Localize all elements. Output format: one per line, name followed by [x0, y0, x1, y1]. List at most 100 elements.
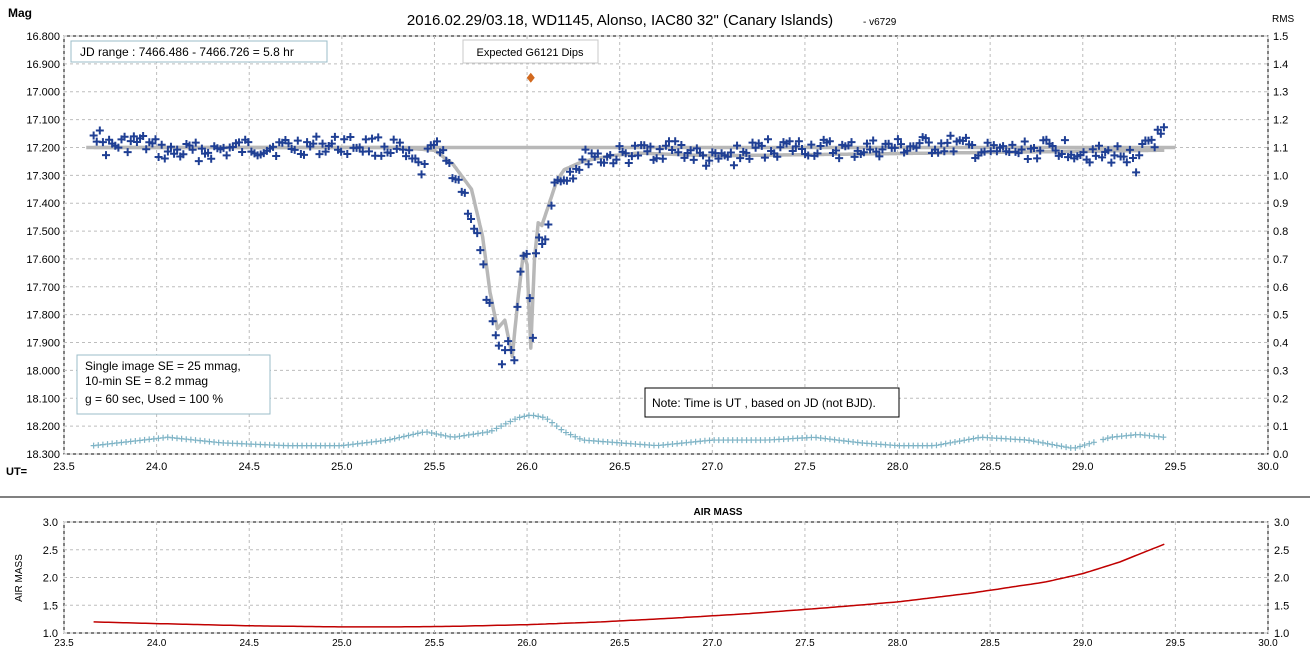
observation-point	[791, 142, 800, 151]
observation-series	[89, 123, 1168, 369]
observation-point	[832, 146, 841, 155]
observation-point	[309, 139, 318, 148]
main-y2-tick-label: 0.7	[1273, 254, 1288, 266]
rms-point	[1090, 439, 1097, 446]
observation-point	[674, 148, 683, 157]
rms-point	[1035, 439, 1042, 446]
observation-point	[1020, 137, 1029, 146]
airmass-x-tick-label: 29.5	[1166, 638, 1186, 649]
se-info-box: Single image SE = 25 mmag, 10-min SE = 8…	[76, 354, 271, 415]
observation-point	[402, 152, 411, 161]
main-x-tick-label: 29.5	[1165, 461, 1186, 473]
observation-point	[293, 136, 302, 145]
rms-point	[1100, 436, 1107, 443]
observation-point	[1057, 149, 1066, 158]
observation-point	[584, 160, 593, 169]
rms-point	[961, 437, 968, 444]
observation-point	[454, 175, 463, 184]
observation-point	[668, 146, 677, 155]
observation-point	[866, 145, 875, 154]
observation-point	[405, 146, 414, 155]
observation-point	[742, 148, 751, 157]
observation-point	[467, 214, 476, 223]
observation-point	[330, 132, 339, 141]
observation-point	[640, 141, 649, 150]
observation-point	[1150, 143, 1159, 152]
se-line-1: Single image SE = 25 mmag,	[85, 359, 241, 373]
main-x-tick-label: 25.5	[424, 461, 445, 473]
rms-point	[396, 434, 403, 441]
observation-point	[204, 148, 213, 157]
airmass-y2-tick-labels: 3.0 2.5 2.0 1.5 1.0	[1274, 517, 1289, 640]
observation-point	[634, 151, 643, 160]
observation-point	[1156, 129, 1165, 138]
rms-point	[1044, 440, 1051, 447]
main-y-tick-labels: 16.800 16.900 17.000 17.100 17.200 17.300 17.4…	[26, 31, 60, 461]
observation-point	[547, 201, 556, 210]
observation-point	[272, 151, 281, 160]
main-y2-tick-label: 0.0	[1273, 449, 1288, 461]
observation-point	[661, 141, 670, 150]
observation-point	[893, 135, 902, 144]
rms-point	[530, 412, 537, 419]
observation-point	[1119, 152, 1128, 161]
main-x-tick-label: 27.5	[794, 461, 815, 473]
main-y-tick-label: 17.400	[26, 198, 60, 210]
observation-point	[476, 246, 485, 255]
observation-point	[179, 150, 188, 159]
airmass-y-tick-label: 2.5	[43, 545, 58, 557]
observation-point	[364, 147, 373, 156]
observation-point	[569, 174, 578, 183]
observation-point	[733, 141, 742, 150]
observation-point	[1036, 146, 1045, 155]
observation-point	[702, 161, 711, 170]
observation-point	[1042, 135, 1051, 144]
observation-point	[89, 131, 98, 140]
observation-point	[562, 176, 571, 185]
observation-point	[788, 147, 797, 156]
observation-point	[312, 132, 321, 141]
observation-point	[921, 134, 930, 143]
main-y-tick-label: 18.100	[26, 393, 60, 405]
observation-point	[1098, 153, 1107, 162]
observation-point	[760, 153, 769, 162]
airmass-y2-tick-label: 1.5	[1274, 600, 1289, 612]
observation-point	[578, 155, 587, 164]
observation-point	[897, 140, 906, 149]
observation-point	[303, 138, 312, 147]
main-x-tick-label: 27.0	[702, 461, 723, 473]
observation-point	[847, 138, 856, 147]
rms-point	[498, 423, 505, 430]
observation-point	[757, 141, 766, 150]
main-y2-tick-label: 0.5	[1273, 310, 1288, 322]
rms-point	[1039, 439, 1046, 446]
rms-point	[433, 430, 440, 437]
main-x-tick-label: 30.0	[1257, 461, 1278, 473]
rms-point	[456, 433, 463, 440]
observation-point	[513, 302, 522, 311]
rms-point	[951, 438, 958, 445]
observation-point	[751, 143, 760, 152]
rms-point	[410, 431, 417, 438]
rms-point	[572, 433, 579, 440]
observation-point	[494, 341, 503, 350]
rms-point	[965, 436, 972, 443]
observation-point	[541, 235, 550, 244]
observation-point	[745, 154, 754, 163]
observation-point	[321, 147, 330, 156]
observation-point	[785, 137, 794, 146]
main-y2-tick-label: 1.1	[1273, 142, 1288, 154]
observation-point	[968, 141, 977, 150]
observation-point	[460, 188, 469, 197]
airmass-x-tick-label: 26.5	[610, 638, 630, 649]
rms-point	[933, 442, 940, 449]
airmass-x-tick-label: 27.0	[703, 638, 723, 649]
observation-point	[729, 161, 738, 170]
observation-point	[315, 150, 324, 159]
observation-point	[816, 141, 825, 150]
main-x-tick-label: 28.5	[979, 461, 1000, 473]
observation-point	[160, 154, 169, 163]
mag-axis-label: Mag	[8, 6, 32, 20]
observation-point	[773, 152, 782, 161]
